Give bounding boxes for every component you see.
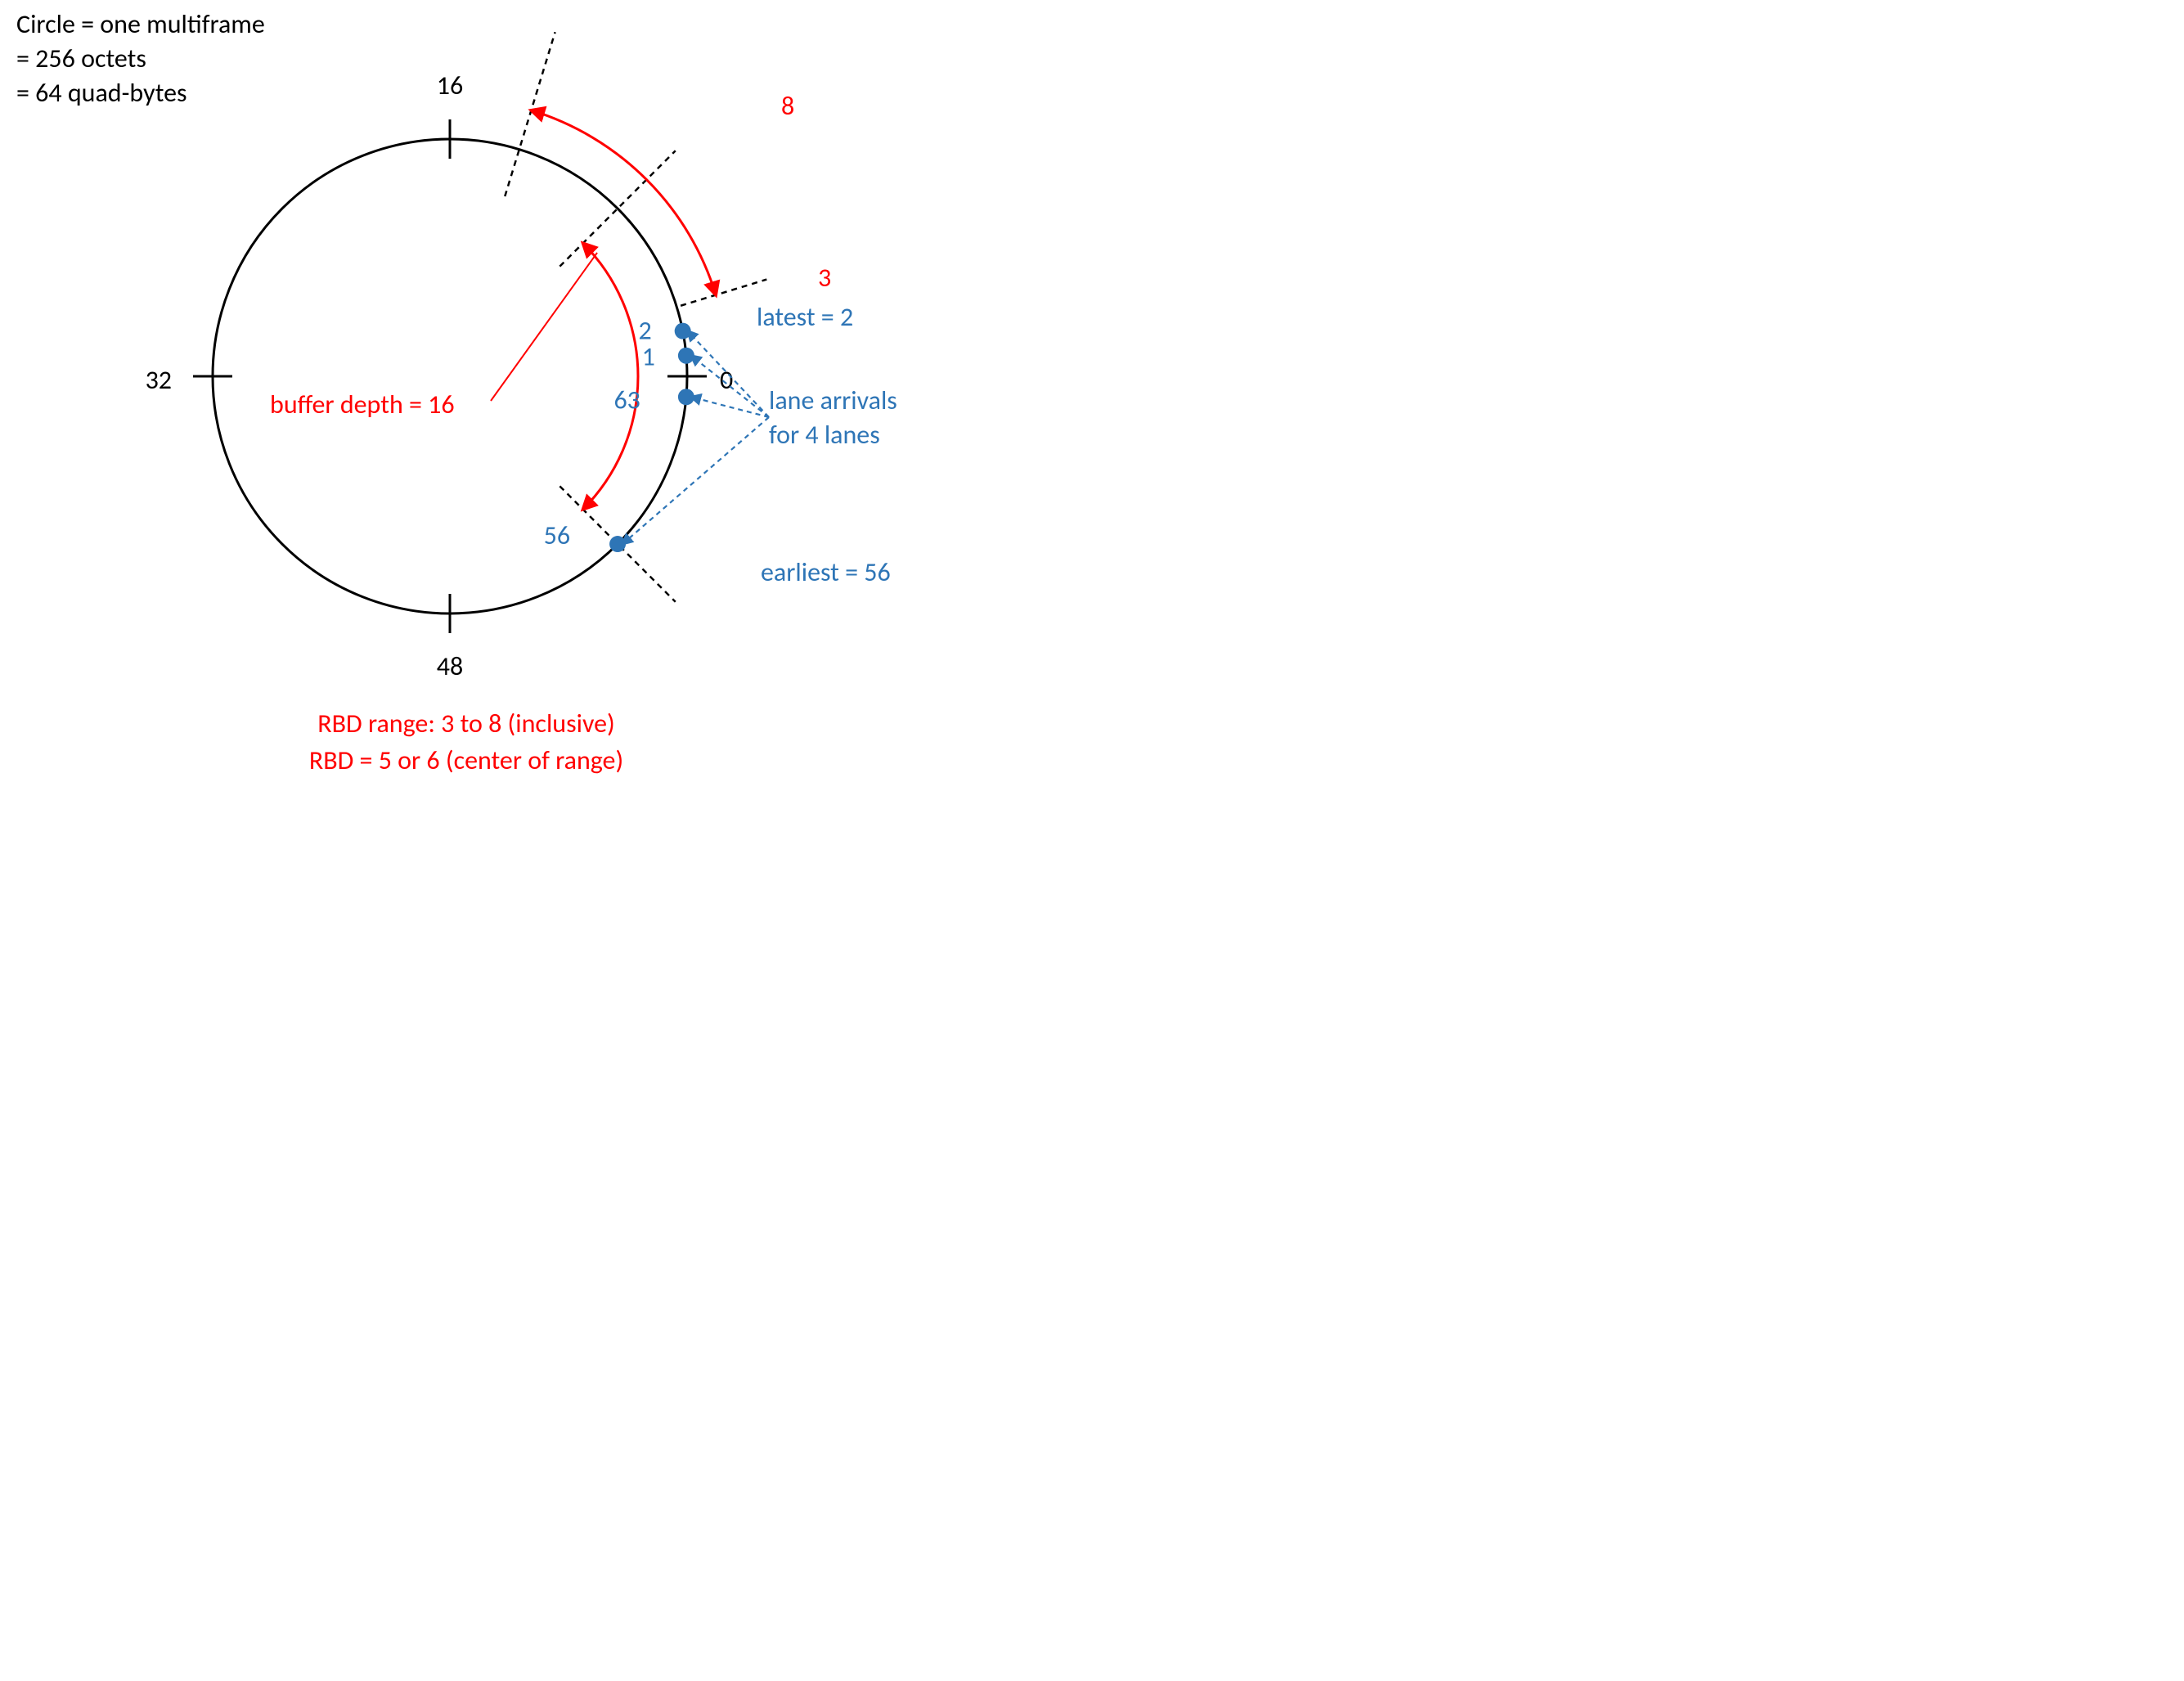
lane-arrivals-label: lane arrivals	[769, 384, 897, 416]
lane-arrival-point	[678, 348, 694, 364]
buffer-depth-leader	[491, 253, 597, 401]
tick-label-32: 32	[146, 364, 172, 396]
tick-label-16: 16	[437, 70, 463, 101]
rbd-caption: RBD = 5 or 6 (center of range)	[309, 744, 623, 776]
rbd-caption: RBD range: 3 to 8 (inclusive)	[317, 708, 614, 739]
earliest-label: earliest = 56	[761, 556, 891, 588]
boundary-dashed	[505, 32, 555, 196]
lane-arrival-label: 63	[613, 384, 640, 416]
tick-label-0: 0	[720, 364, 733, 396]
lane-arrival-point	[678, 389, 694, 405]
rbd-label-3: 3	[818, 262, 831, 294]
legend-line: Circle = one multiframe	[16, 8, 265, 40]
lane-arrival-pointer	[622, 417, 769, 544]
lane-arrivals-label: for 4 lanes	[769, 419, 880, 451]
rbd-label-8: 8	[781, 90, 794, 122]
lane-arrival-label: 1	[642, 341, 655, 373]
legend-line: = 256 octets	[16, 43, 146, 74]
latest-label: latest = 2	[757, 301, 853, 333]
lane-arrival-label: 56	[544, 519, 570, 551]
boundary-dashed	[681, 280, 766, 306]
buffer-depth-label: buffer depth = 16	[270, 389, 455, 420]
lane-arrival-pointer	[691, 397, 769, 417]
tick-label-48: 48	[437, 650, 463, 682]
legend-line: = 64 quad-bytes	[16, 77, 187, 109]
buffer-depth-arc	[583, 243, 638, 509]
